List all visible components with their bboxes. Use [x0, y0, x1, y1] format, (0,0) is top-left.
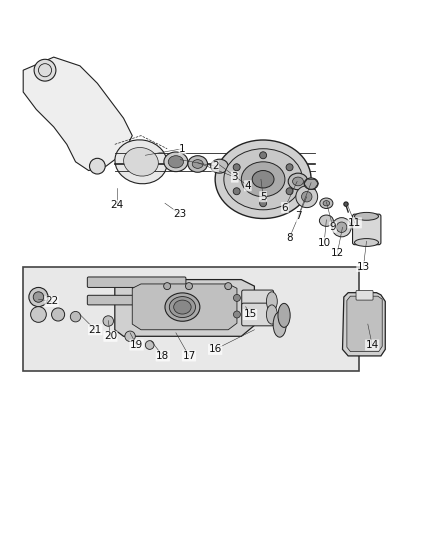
Polygon shape — [23, 266, 358, 371]
Ellipse shape — [223, 149, 302, 210]
Text: 5: 5 — [259, 192, 266, 201]
Polygon shape — [346, 296, 381, 352]
Ellipse shape — [210, 159, 228, 173]
Text: 14: 14 — [365, 340, 378, 350]
Circle shape — [286, 164, 293, 171]
Text: 19: 19 — [130, 340, 143, 350]
Polygon shape — [115, 280, 254, 336]
Circle shape — [33, 292, 44, 302]
Circle shape — [31, 306, 46, 322]
FancyBboxPatch shape — [355, 290, 372, 300]
Text: 18: 18 — [156, 351, 169, 361]
Circle shape — [124, 331, 135, 342]
Circle shape — [51, 308, 64, 321]
Text: 2: 2 — [212, 161, 218, 171]
Text: 22: 22 — [45, 296, 58, 306]
Ellipse shape — [252, 171, 273, 188]
Text: 21: 21 — [88, 325, 102, 335]
Ellipse shape — [354, 239, 378, 246]
Circle shape — [336, 222, 346, 232]
Circle shape — [34, 59, 56, 81]
Circle shape — [70, 311, 81, 322]
Ellipse shape — [292, 177, 303, 186]
Ellipse shape — [215, 140, 311, 219]
Ellipse shape — [288, 173, 307, 190]
Text: 10: 10 — [317, 238, 330, 247]
Text: 17: 17 — [182, 351, 195, 361]
Circle shape — [89, 158, 105, 174]
Ellipse shape — [266, 292, 277, 311]
Text: 23: 23 — [173, 209, 187, 219]
Text: 16: 16 — [208, 344, 221, 354]
Ellipse shape — [169, 296, 195, 318]
FancyBboxPatch shape — [87, 277, 185, 287]
Ellipse shape — [266, 305, 277, 324]
Polygon shape — [342, 293, 385, 356]
Circle shape — [103, 316, 113, 326]
Text: 15: 15 — [243, 310, 256, 319]
Text: 12: 12 — [330, 248, 343, 259]
Circle shape — [163, 282, 170, 289]
Text: 7: 7 — [294, 211, 300, 221]
Text: 9: 9 — [329, 222, 336, 232]
Ellipse shape — [168, 156, 183, 168]
Circle shape — [286, 188, 293, 195]
FancyBboxPatch shape — [241, 303, 273, 326]
Circle shape — [224, 282, 231, 289]
Circle shape — [145, 341, 154, 350]
Ellipse shape — [173, 300, 191, 314]
Text: 13: 13 — [356, 262, 369, 271]
FancyBboxPatch shape — [241, 290, 273, 313]
Text: 11: 11 — [347, 218, 360, 228]
Polygon shape — [132, 284, 237, 330]
Ellipse shape — [192, 159, 203, 168]
Ellipse shape — [319, 215, 332, 227]
Ellipse shape — [187, 156, 207, 172]
Circle shape — [233, 164, 240, 171]
Circle shape — [259, 152, 266, 159]
FancyBboxPatch shape — [352, 214, 380, 245]
Text: 4: 4 — [244, 181, 251, 191]
Text: 3: 3 — [231, 172, 237, 182]
Ellipse shape — [277, 303, 290, 327]
Circle shape — [233, 294, 240, 301]
Circle shape — [233, 188, 240, 195]
Ellipse shape — [165, 293, 199, 321]
Text: 1: 1 — [179, 144, 185, 154]
Text: 20: 20 — [104, 332, 117, 341]
Ellipse shape — [124, 148, 158, 176]
Circle shape — [331, 217, 350, 237]
Text: 6: 6 — [281, 203, 288, 213]
Circle shape — [29, 287, 48, 306]
Text: 8: 8 — [285, 233, 292, 243]
Polygon shape — [23, 57, 132, 171]
Ellipse shape — [304, 178, 318, 189]
Ellipse shape — [322, 200, 329, 206]
FancyBboxPatch shape — [87, 295, 177, 305]
Text: 24: 24 — [110, 200, 124, 211]
Ellipse shape — [163, 152, 187, 172]
Ellipse shape — [272, 312, 286, 337]
Circle shape — [301, 191, 311, 202]
Circle shape — [295, 186, 317, 208]
Circle shape — [233, 311, 240, 318]
Ellipse shape — [115, 140, 166, 184]
Ellipse shape — [319, 198, 332, 208]
Ellipse shape — [241, 162, 284, 197]
Circle shape — [259, 200, 266, 207]
Ellipse shape — [354, 213, 378, 220]
Circle shape — [185, 282, 192, 289]
Circle shape — [343, 202, 347, 206]
